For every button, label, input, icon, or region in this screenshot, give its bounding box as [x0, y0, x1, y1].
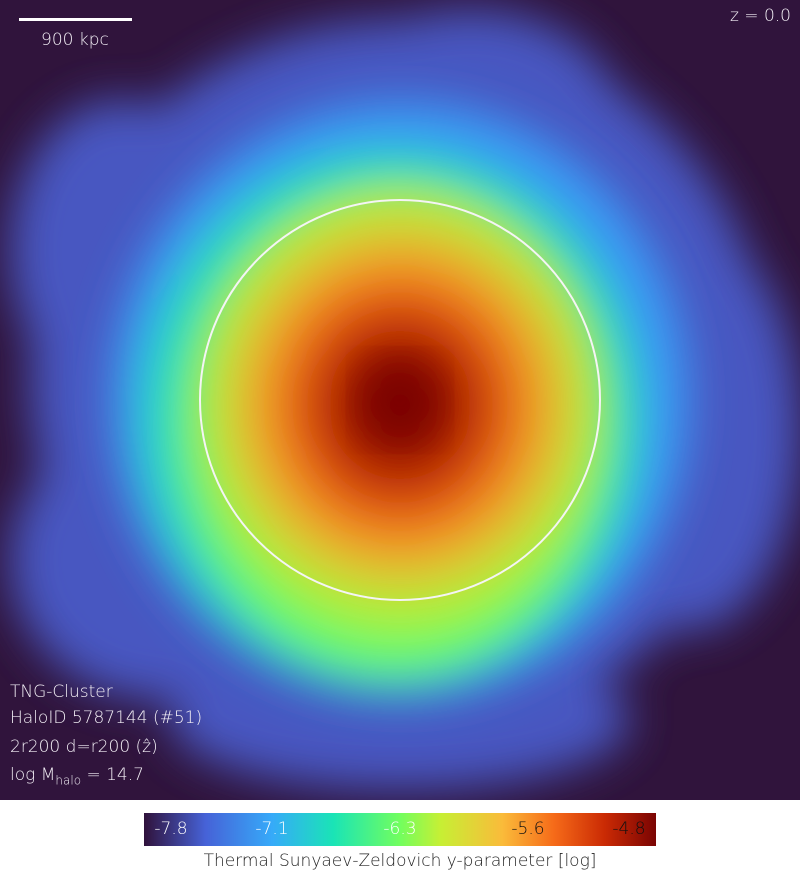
halo-mass-label: log Mhalo = 14.7 [10, 765, 144, 787]
scale-bar-label: 900 kpc [41, 30, 109, 50]
redshift-label: z = 0.0 [729, 6, 791, 26]
simulation-label: TNG-Cluster [10, 682, 113, 702]
colorbar-tick: -4.8 [612, 819, 646, 839]
scale-bar [19, 18, 132, 21]
colorbar-tick: -7.1 [255, 819, 289, 839]
colorbar-tick: -7.8 [154, 819, 188, 839]
mass-value: = 14.7 [81, 765, 144, 785]
colorbar-label: Thermal Sunyaev-Zeldovich y-parameter [l… [203, 851, 597, 871]
mass-prefix: log M [10, 765, 56, 785]
colorbar-tick: -6.3 [383, 819, 417, 839]
tsz-map: 900 kpc z = 0.0 TNG-Cluster HaloID 57871… [0, 0, 800, 800]
r200-circle [199, 199, 601, 601]
halo-id-label: HaloID 5787144 (#51) [10, 708, 203, 728]
cluster-emission [10, 10, 800, 790]
colorbar: -7.8 -7.1 -6.3 -5.6 -4.8 [144, 813, 656, 846]
mass-subscript: halo [55, 773, 82, 788]
colorbar-tick: -5.6 [511, 819, 545, 839]
projection-label: 2r200 d=r200 (ẑ) [10, 737, 158, 757]
